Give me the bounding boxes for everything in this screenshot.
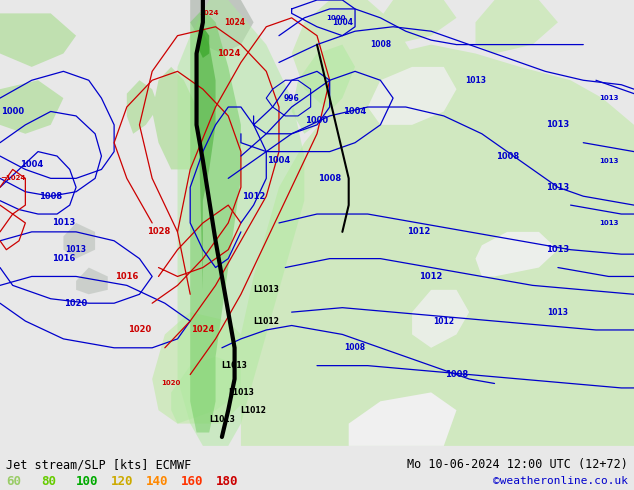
Polygon shape (197, 31, 216, 290)
Text: 60: 60 (6, 475, 22, 488)
Text: 996: 996 (284, 94, 299, 102)
Text: 1012: 1012 (420, 272, 443, 281)
Text: 1013: 1013 (599, 157, 618, 164)
Polygon shape (380, 0, 456, 45)
Polygon shape (152, 67, 203, 170)
Text: 1008: 1008 (445, 370, 468, 379)
Text: 100: 100 (76, 475, 98, 488)
Polygon shape (368, 67, 456, 125)
Text: 1024: 1024 (191, 325, 214, 335)
Text: 1013: 1013 (547, 183, 569, 192)
Text: 1020: 1020 (65, 299, 87, 308)
Text: 1008: 1008 (39, 192, 62, 201)
Polygon shape (190, 0, 254, 53)
Polygon shape (152, 312, 254, 423)
Text: L1012: L1012 (254, 317, 279, 325)
Polygon shape (349, 392, 456, 446)
Polygon shape (292, 0, 412, 125)
Text: ~1024: ~1024 (0, 175, 25, 181)
Polygon shape (197, 27, 209, 58)
Text: 1004: 1004 (332, 18, 353, 27)
Polygon shape (76, 268, 108, 294)
Text: 1012: 1012 (433, 317, 455, 325)
Text: 1020: 1020 (162, 380, 181, 387)
Text: 1016: 1016 (115, 272, 138, 281)
Text: 1004: 1004 (20, 161, 43, 170)
Polygon shape (63, 223, 95, 259)
Text: 1024: 1024 (217, 49, 240, 58)
Polygon shape (412, 290, 469, 348)
Text: 1024: 1024 (200, 10, 219, 16)
Text: 1016: 1016 (52, 254, 75, 263)
Text: 1013: 1013 (65, 245, 87, 254)
Text: 1013: 1013 (52, 219, 75, 227)
Text: L1013: L1013 (222, 361, 247, 370)
Polygon shape (292, 45, 355, 134)
Text: 1024: 1024 (224, 18, 245, 27)
Polygon shape (190, 9, 241, 433)
Text: 80: 80 (41, 475, 56, 488)
Text: 1012: 1012 (242, 192, 265, 201)
Text: 140: 140 (146, 475, 168, 488)
Text: 160: 160 (181, 475, 203, 488)
Text: 180: 180 (216, 475, 238, 488)
Polygon shape (127, 80, 158, 134)
Text: 1013: 1013 (599, 95, 618, 101)
Text: Jet stream/SLP [kts] ECMWF: Jet stream/SLP [kts] ECMWF (6, 458, 191, 471)
Polygon shape (317, 321, 368, 379)
Text: L1013: L1013 (209, 415, 235, 424)
Text: 1013: 1013 (547, 308, 569, 317)
Text: 1004: 1004 (268, 156, 290, 165)
Text: 1004: 1004 (344, 107, 366, 116)
Polygon shape (178, 0, 304, 446)
Text: 1020: 1020 (128, 325, 151, 335)
Text: 1013: 1013 (465, 76, 486, 85)
Text: 1012: 1012 (407, 227, 430, 236)
Text: 1008: 1008 (496, 151, 519, 161)
Polygon shape (241, 45, 634, 446)
Text: 1008: 1008 (344, 343, 366, 352)
Text: Mo 10-06-2024 12:00 UTC (12+72): Mo 10-06-2024 12:00 UTC (12+72) (407, 458, 628, 471)
Polygon shape (171, 357, 241, 423)
Text: 1013: 1013 (599, 220, 618, 226)
Text: 1013: 1013 (547, 245, 569, 254)
Polygon shape (0, 13, 76, 67)
Text: 1000: 1000 (327, 15, 346, 21)
Text: ©weatheronline.co.uk: ©weatheronline.co.uk (493, 476, 628, 486)
Text: 1028: 1028 (147, 227, 170, 236)
Text: 1000: 1000 (306, 116, 328, 125)
Text: 120: 120 (111, 475, 133, 488)
Text: L1012: L1012 (241, 406, 266, 415)
Text: 1000: 1000 (1, 107, 24, 116)
Text: L1013: L1013 (254, 285, 279, 294)
Text: 1008: 1008 (318, 174, 341, 183)
Polygon shape (0, 80, 63, 134)
Text: 1008: 1008 (370, 40, 391, 49)
Text: 1013: 1013 (547, 121, 569, 129)
Polygon shape (476, 232, 558, 276)
Polygon shape (476, 0, 558, 53)
Text: L1013: L1013 (228, 388, 254, 397)
